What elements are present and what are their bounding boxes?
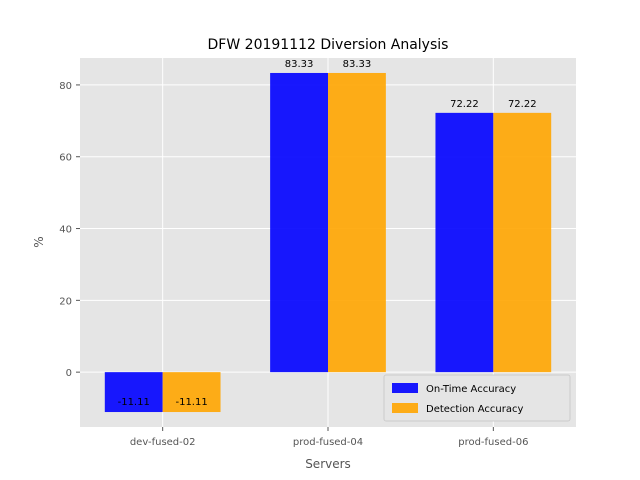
chart-title: DFW 20191112 Diversion Analysis (208, 37, 449, 53)
x-axis-title: Servers (305, 457, 351, 471)
bar-detection-prod-fused-04 (328, 72, 386, 373)
y-tick-label: 20 (59, 296, 72, 307)
bar-on-time-prod-fused-04 (270, 72, 328, 373)
data-label: 72.22 (508, 99, 537, 110)
legend-box (383, 374, 571, 422)
y-tick-label: 40 (59, 225, 72, 236)
bars (104, 72, 552, 413)
x-tick-label: dev-fused-02 (130, 437, 196, 448)
y-tick-label: 0 (66, 368, 72, 379)
bar-detection-dev-fused-02 (162, 372, 221, 413)
y-axis-title: % (32, 236, 46, 247)
x-tick-label: prod-fused-04 (293, 437, 363, 448)
legend-swatch (392, 403, 418, 413)
data-label: 83.33 (343, 59, 372, 70)
data-label: 83.33 (285, 59, 314, 70)
y-tick-label: 80 (59, 81, 72, 92)
legend-label: Detection Accuracy (426, 404, 523, 415)
data-labels: -11.11 83.33 72.22 -11.11 83.33 72.22 (118, 59, 537, 408)
legend: On-Time Accuracy Detection Accuracy (383, 374, 571, 422)
data-label: -11.11 (175, 397, 207, 408)
legend-swatch (392, 383, 418, 393)
bar-detection-prod-fused-06 (493, 112, 552, 373)
bar-on-time-dev-fused-02 (104, 372, 163, 413)
y-tick-label: 60 (59, 153, 72, 164)
legend-label: On-Time Accuracy (426, 384, 516, 395)
x-tick-label: prod-fused-06 (458, 437, 528, 448)
ticks: 0 20 40 60 80 dev-fused-02 prod-fused-04 prod-f… (59, 81, 528, 448)
data-label: 72.22 (450, 99, 479, 110)
bar-on-time-prod-fused-06 (435, 112, 494, 373)
data-label: -11.11 (118, 397, 150, 408)
